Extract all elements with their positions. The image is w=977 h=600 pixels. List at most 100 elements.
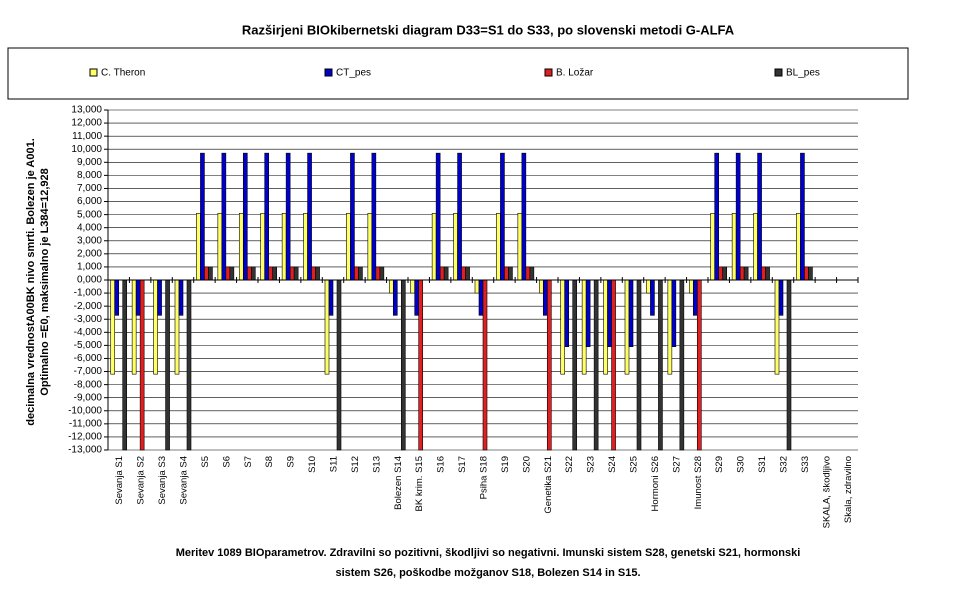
- y-tick-label: 11,000: [72, 131, 102, 142]
- bar: [414, 279, 420, 316]
- x-tick-label-group: S7: [243, 456, 254, 468]
- legend-swatch: [89, 68, 98, 77]
- x-tick-label: S22: [564, 456, 575, 473]
- bar: [542, 279, 548, 316]
- bar: [628, 279, 634, 347]
- bar: [110, 279, 116, 375]
- bar: [581, 279, 587, 375]
- bar: [114, 279, 120, 316]
- y-tick-label: -11,000: [69, 418, 103, 429]
- x-tick-label-group: S27: [671, 456, 682, 473]
- x-tick-label: Genetika S21: [543, 456, 554, 514]
- x-tick-label: BK krim. S15: [414, 456, 425, 511]
- x-tick-label: S5: [200, 456, 211, 468]
- x-tick-label-group: S23: [586, 456, 597, 473]
- y-tick-label: -13,000: [68, 445, 102, 456]
- bar: [786, 279, 792, 451]
- y-axis-title-line: decimalna vrednostA00BK nivo smrti. Bole…: [25, 138, 37, 426]
- bar: [521, 152, 527, 281]
- legend-swatch: [544, 68, 553, 77]
- bar: [200, 152, 205, 281]
- x-tick-label: S31: [757, 456, 768, 473]
- bar: [658, 279, 663, 451]
- bar: [289, 266, 295, 281]
- bar: [774, 279, 780, 375]
- x-tick-label: Imunost S28: [693, 456, 704, 509]
- bar: [504, 266, 509, 281]
- bar: [379, 266, 385, 281]
- bar: [354, 266, 359, 281]
- x-tick-label-group: S16: [436, 456, 447, 473]
- bar: [667, 279, 673, 375]
- x-tick-label-group: S12: [350, 456, 361, 473]
- y-tick-label: -6,000: [74, 353, 103, 364]
- x-tick-label-group: S11: [329, 456, 340, 472]
- x-tick-label-group: Hormoni S26: [650, 456, 661, 511]
- bar: [757, 152, 762, 281]
- bar: [346, 213, 351, 281]
- caption-line: Meritev 1089 BIOparametrov. Zdravilni so…: [176, 547, 801, 559]
- bar: [546, 279, 552, 451]
- legend-label: BL_pes: [786, 68, 820, 79]
- x-tick-label-group: S31: [757, 456, 768, 473]
- bar: [453, 213, 458, 281]
- x-tick-label: S16: [436, 456, 447, 473]
- bar: [186, 279, 192, 451]
- bar: [139, 279, 145, 451]
- bar: [500, 152, 505, 281]
- x-tick-label: Psiha S18: [479, 456, 490, 499]
- bar: [439, 266, 445, 281]
- x-tick-label-group: S17: [457, 456, 468, 473]
- bar: [611, 279, 616, 451]
- bar: [624, 279, 630, 375]
- x-tick-label: Sevanja S4: [179, 456, 190, 505]
- x-tick-label: S23: [586, 456, 597, 473]
- x-tick-label: Skala, zdravilno: [843, 456, 854, 523]
- bar: [165, 279, 170, 451]
- bar: [688, 279, 694, 294]
- x-tick-label-group: S32: [779, 456, 790, 473]
- bar: [808, 266, 813, 281]
- x-tick-label: SKALA, škodljivo: [821, 456, 832, 528]
- x-tick-label: S8: [264, 456, 275, 468]
- x-tick-label: S10: [307, 456, 318, 473]
- y-tick-label: -8,000: [74, 379, 103, 390]
- x-tick-label: S27: [671, 456, 682, 473]
- x-tick-label: S24: [607, 456, 618, 473]
- bar: [722, 266, 728, 281]
- y-tick-label: 9,000: [77, 157, 102, 168]
- bar: [221, 152, 227, 281]
- y-tick-label: 2,000: [77, 248, 102, 259]
- x-tick-label-group: S5: [200, 456, 211, 468]
- bar: [400, 279, 406, 451]
- bar: [157, 279, 162, 316]
- bar: [443, 266, 449, 281]
- bar: [696, 279, 702, 451]
- bar: [315, 266, 320, 281]
- bar: [281, 213, 287, 281]
- x-tick-label-group: SKALA, škodljivo: [821, 456, 832, 528]
- bar: [465, 266, 470, 281]
- bar: [560, 279, 566, 375]
- bar: [246, 266, 252, 281]
- legend-label: CT_pes: [336, 68, 371, 79]
- bar: [217, 213, 223, 281]
- bar: [358, 266, 363, 281]
- bar: [264, 152, 270, 281]
- x-tick-label-group: S22: [564, 456, 575, 473]
- bar: [285, 152, 291, 281]
- y-tick-label: 1,000: [77, 262, 102, 273]
- y-tick-label: 7,000: [77, 183, 102, 194]
- bar: [739, 266, 745, 281]
- x-tick-label-group: BK krim. S15: [414, 456, 425, 511]
- bar: [225, 266, 231, 281]
- x-tick-label: S32: [779, 456, 790, 473]
- x-tick-label-group: S20: [521, 456, 532, 473]
- x-tick-label-group: S24: [607, 456, 618, 473]
- x-tick-label: Sevanja S3: [157, 456, 168, 505]
- y-tick-label: 0,000: [77, 275, 102, 286]
- bar: [603, 279, 608, 375]
- y-tick-label: -2,000: [74, 301, 103, 312]
- bar: [731, 213, 737, 281]
- x-tick-label-group: S29: [714, 456, 725, 473]
